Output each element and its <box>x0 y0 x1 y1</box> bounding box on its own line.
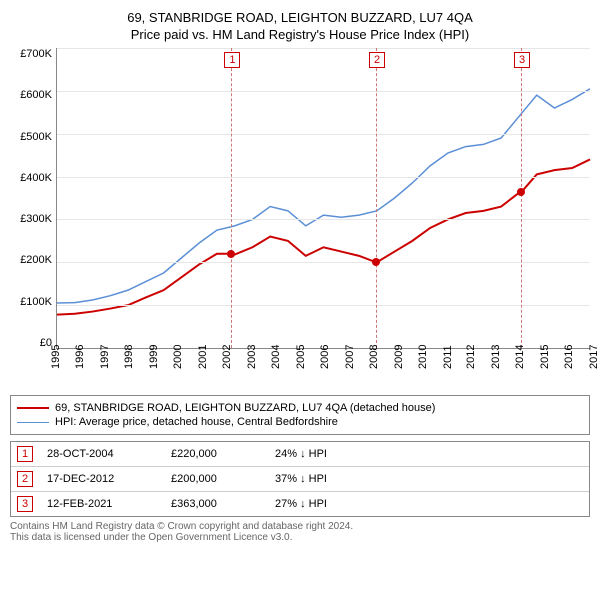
sales-number-box: 3 <box>17 496 33 512</box>
y-tick-label: £500K <box>20 131 52 143</box>
sale-dot <box>372 258 380 266</box>
gridline <box>57 134 590 135</box>
legend-swatch <box>17 422 49 423</box>
x-tick-label: 2000 <box>172 345 184 369</box>
x-axis: 1995199619971998199920002001200220032004… <box>56 349 590 385</box>
sales-row: 2 17-DEC-2012 £200,000 37% ↓ HPI <box>11 466 589 491</box>
footer-line-2: This data is licensed under the Open Gov… <box>10 532 590 543</box>
x-tick-label: 1998 <box>123 345 135 369</box>
sales-date: 12-FEB-2021 <box>47 498 157 510</box>
legend-row: HPI: Average price, detached house, Cent… <box>17 416 583 428</box>
chart-subtitle: Price paid vs. HM Land Registry's House … <box>10 27 590 42</box>
y-tick-label: £300K <box>20 213 52 225</box>
x-tick-label: 2013 <box>490 345 502 369</box>
x-tick-label: 2008 <box>368 345 380 369</box>
x-tick-label: 2014 <box>514 345 526 369</box>
sale-marker-line <box>376 48 377 348</box>
y-tick-label: £200K <box>20 254 52 266</box>
legend-label: 69, STANBRIDGE ROAD, LEIGHTON BUZZARD, L… <box>55 402 435 414</box>
y-axis: £700K£600K£500K£400K£300K£200K£100K£0 <box>10 48 56 349</box>
sale-marker-number: 2 <box>369 52 385 68</box>
x-tick-label: 1997 <box>99 345 111 369</box>
sales-number-box: 1 <box>17 446 33 462</box>
chart-container: 69, STANBRIDGE ROAD, LEIGHTON BUZZARD, L… <box>0 0 600 391</box>
y-tick-label: £700K <box>20 48 52 60</box>
gridline <box>57 219 590 220</box>
series-hpi <box>57 89 590 303</box>
sale-marker-number: 3 <box>514 52 530 68</box>
sales-delta: 24% ↓ HPI <box>275 448 327 460</box>
x-tick-label: 2002 <box>221 345 233 369</box>
y-tick-label: £400K <box>20 172 52 184</box>
footer-line-1: Contains HM Land Registry data © Crown c… <box>10 521 590 532</box>
sales-price: £220,000 <box>171 448 261 460</box>
sales-delta: 37% ↓ HPI <box>275 473 327 485</box>
x-tick-label: 2009 <box>393 345 405 369</box>
x-tick-label: 2016 <box>563 345 575 369</box>
x-tick-label: 1996 <box>74 345 86 369</box>
sales-number-box: 2 <box>17 471 33 487</box>
sales-date: 28-OCT-2004 <box>47 448 157 460</box>
sale-marker-line <box>521 48 522 348</box>
gridline <box>57 177 590 178</box>
gridline <box>57 48 590 49</box>
sale-dot <box>517 188 525 196</box>
gridline <box>57 262 590 263</box>
x-tick-label: 2012 <box>465 345 477 369</box>
x-tick-label: 1999 <box>148 345 160 369</box>
plot-row: £700K£600K£500K£400K£300K£200K£100K£0 12… <box>10 48 590 349</box>
x-tick-label: 2003 <box>246 345 258 369</box>
sale-marker-line <box>231 48 232 348</box>
sale-dot <box>227 250 235 258</box>
sales-row: 3 12-FEB-2021 £363,000 27% ↓ HPI <box>11 491 589 516</box>
x-tick-label: 2017 <box>588 345 600 369</box>
x-tick-label: 2004 <box>270 345 282 369</box>
series-property <box>57 159 590 314</box>
plot-area: 1 2 3 <box>56 48 590 349</box>
series-svg <box>57 48 590 348</box>
x-tick-label: 2015 <box>539 345 551 369</box>
y-tick-label: £600K <box>20 89 52 101</box>
chart-title: 69, STANBRIDGE ROAD, LEIGHTON BUZZARD, L… <box>10 10 590 25</box>
legend-swatch <box>17 407 49 409</box>
legend: 69, STANBRIDGE ROAD, LEIGHTON BUZZARD, L… <box>10 395 590 435</box>
x-tick-label: 2005 <box>295 345 307 369</box>
x-tick-label: 2007 <box>344 345 356 369</box>
sales-table: 1 28-OCT-2004 £220,000 24% ↓ HPI 2 17-DEC-201… <box>10 441 590 517</box>
sale-marker-number: 1 <box>224 52 240 68</box>
x-tick-label: 2006 <box>319 345 331 369</box>
x-tick-label: 2011 <box>442 345 454 369</box>
x-tick-label: 2010 <box>417 345 429 369</box>
gridline <box>57 91 590 92</box>
legend-row: 69, STANBRIDGE ROAD, LEIGHTON BUZZARD, L… <box>17 402 583 414</box>
sales-delta: 27% ↓ HPI <box>275 498 327 510</box>
footer: Contains HM Land Registry data © Crown c… <box>10 521 590 543</box>
x-tick-label: 2001 <box>197 345 209 369</box>
sales-date: 17-DEC-2012 <box>47 473 157 485</box>
y-tick-label: £100K <box>20 296 52 308</box>
sales-price: £200,000 <box>171 473 261 485</box>
sales-row: 1 28-OCT-2004 £220,000 24% ↓ HPI <box>11 442 589 466</box>
legend-label: HPI: Average price, detached house, Cent… <box>55 416 338 428</box>
gridline <box>57 305 590 306</box>
x-tick-label: 1995 <box>50 345 62 369</box>
sales-price: £363,000 <box>171 498 261 510</box>
